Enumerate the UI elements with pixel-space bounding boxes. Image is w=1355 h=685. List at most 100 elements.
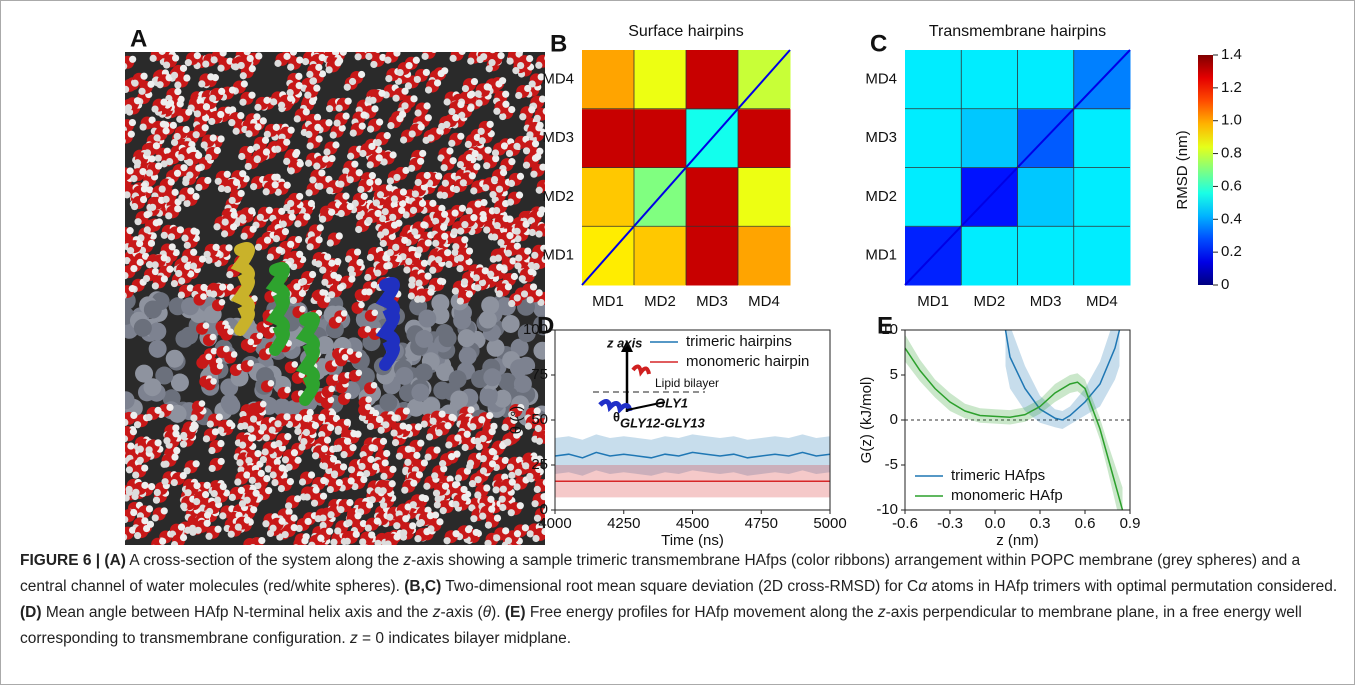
water-hydrogen [239,99,246,106]
water-hydrogen [460,486,467,493]
water-hydrogen [526,55,533,62]
heatmap-cell [634,50,687,109]
water-hydrogen [321,279,328,286]
water-hydrogen [492,486,499,493]
water-hydrogen [401,102,408,109]
water-hydrogen [155,162,162,169]
water-hydrogen [287,241,294,248]
water-hydrogen [347,348,354,355]
water-hydrogen [214,496,221,503]
heatmap-cell [738,168,791,227]
water-hydrogen [217,135,224,142]
water-hydrogen [247,360,254,367]
water-hydrogen [294,115,301,122]
water-hydrogen [445,261,452,268]
water-hydrogen [166,158,173,165]
water-hydrogen [263,148,270,155]
water-hydrogen [543,108,550,115]
water-hydrogen [344,419,351,426]
water-hydrogen [369,172,376,179]
water-hydrogen [515,254,522,261]
water-hydrogen [143,211,150,218]
water-hydrogen [294,495,301,502]
lipid-atom [415,363,433,381]
water-hydrogen [325,119,332,126]
water-hydrogen [408,165,415,172]
water-hydrogen [442,180,449,187]
water-hydrogen [271,174,278,181]
water-hydrogen [300,438,307,445]
water-hydrogen [419,494,426,501]
water-hydrogen [218,88,225,95]
water-hydrogen [528,106,535,113]
water-hydrogen [417,440,424,447]
water-hydrogen [140,196,147,203]
water-hydrogen [402,515,409,522]
water-hydrogen [193,460,200,467]
water-hydrogen [326,105,333,112]
water-hydrogen [355,226,362,233]
water-hydrogen [374,269,381,276]
water-hydrogen [457,254,464,261]
water-hydrogen [233,179,240,186]
colorbar-tick-label: 0.2 [1221,243,1242,260]
water-hydrogen [200,284,207,291]
water-hydrogen [466,207,473,214]
water-hydrogen [364,326,371,333]
water-hydrogen [239,170,246,177]
water-hydrogen [359,538,366,545]
water-hydrogen [496,264,503,271]
water-hydrogen [194,52,201,59]
water-hydrogen [375,139,382,146]
water-hydrogen [294,220,301,227]
figure: A RMSD (nm) 00.20.40.60.81.01.21.4MD1MD1… [0,0,1355,548]
water-hydrogen [140,123,147,130]
colorbar-tick-label: 0 [1221,276,1229,293]
water-hydrogen [500,486,507,493]
water-hydrogen [534,486,541,493]
heatmap-cell [634,226,687,285]
y-tick-label: MD2 [865,188,897,205]
water-hydrogen [344,438,351,445]
water-hydrogen [263,475,270,482]
water-hydrogen [199,256,206,263]
caption-text: ). [491,604,505,621]
water-hydrogen [172,430,179,437]
water-hydrogen [303,213,310,220]
water-hydrogen [521,290,528,297]
water-hydrogen [160,98,167,105]
water-hydrogen [545,223,552,230]
water-hydrogen [495,80,502,87]
lipid-atom [143,378,161,396]
water-hydrogen [320,477,327,484]
x-tick-label: 4250 [607,515,640,532]
water-hydrogen [479,137,486,144]
y-tick-label: MD1 [542,247,574,264]
lipid-atom [502,315,520,333]
water-hydrogen [340,451,347,458]
x-tick-label: 4500 [676,515,709,532]
water-hydrogen [413,57,420,64]
water-hydrogen [400,136,407,143]
y-tick-label: 50 [531,411,548,428]
water-hydrogen [473,529,480,536]
water-hydrogen [484,540,491,547]
water-hydrogen [504,439,511,446]
water-hydrogen [469,423,476,430]
water-hydrogen [469,172,476,179]
water-hydrogen [368,531,375,538]
water-hydrogen [387,122,394,129]
water-hydrogen [470,214,477,221]
water-hydrogen [263,188,270,195]
water-hydrogen [144,226,151,233]
water-hydrogen [434,79,441,86]
water-hydrogen [345,98,352,105]
water-hydrogen [229,197,236,204]
water-hydrogen [283,139,290,146]
water-hydrogen [148,483,155,490]
water-hydrogen [195,184,202,191]
colorbar-tick-label: 0.4 [1221,210,1242,227]
water-hydrogen [319,514,326,521]
water-hydrogen [508,106,515,113]
water-hydrogen [238,153,245,160]
